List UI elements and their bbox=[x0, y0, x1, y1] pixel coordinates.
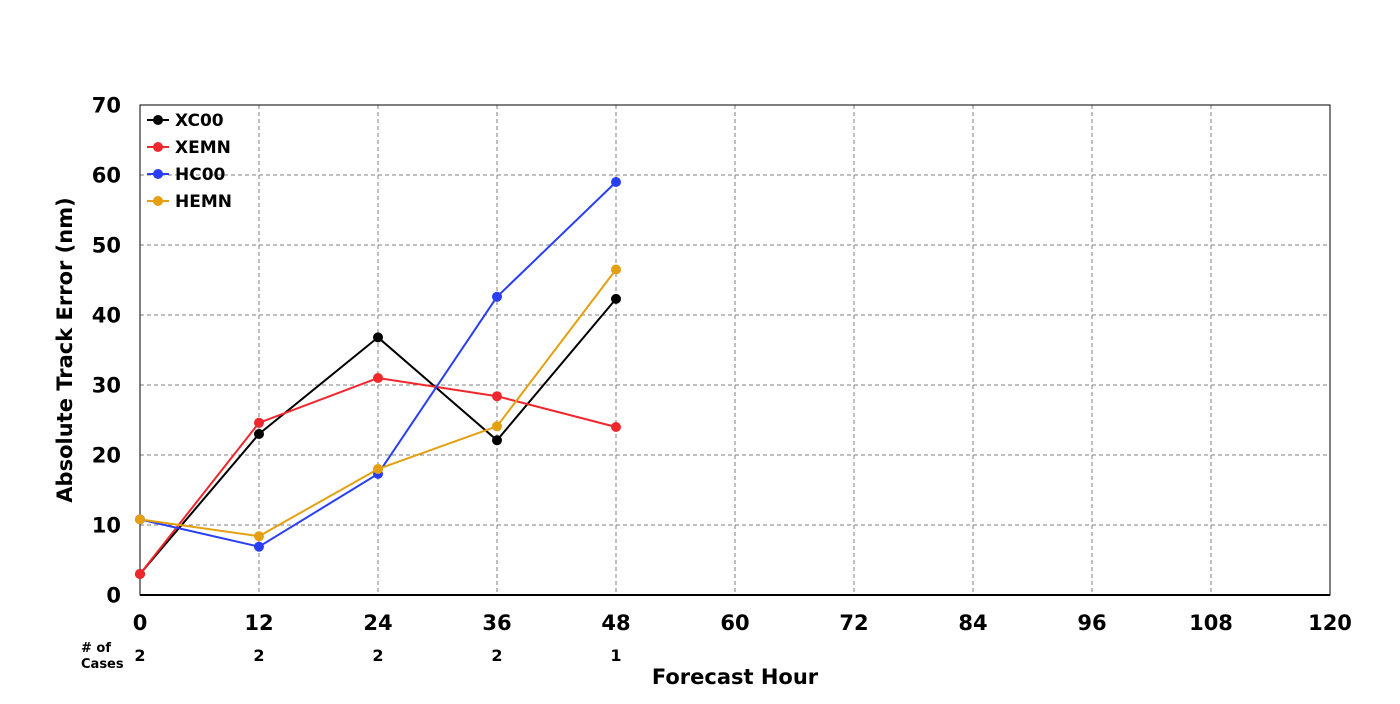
data-point-hemn bbox=[254, 531, 264, 542]
y-axis-title: Absolute Track Error (nm) bbox=[53, 197, 77, 502]
data-point-hemn bbox=[135, 514, 145, 525]
legend-swatch-marker bbox=[153, 115, 163, 125]
y-tick-label: 50 bbox=[92, 234, 121, 258]
x-tick-label: 0 bbox=[133, 611, 148, 635]
data-point-xemn bbox=[373, 373, 383, 383]
data-point-hc00 bbox=[492, 291, 502, 302]
series-hemn bbox=[135, 264, 621, 542]
y-tick-label: 60 bbox=[92, 164, 121, 188]
x-tick-label: 60 bbox=[720, 611, 749, 635]
x-tick-label: 72 bbox=[839, 611, 868, 635]
data-point-hemn bbox=[611, 264, 621, 275]
y-tick-label: 70 bbox=[92, 94, 121, 118]
data-point-hemn bbox=[492, 421, 502, 432]
cases-value: 1 bbox=[610, 646, 621, 665]
x-tick-label: 84 bbox=[958, 611, 987, 635]
y-tick-label: 10 bbox=[92, 514, 121, 538]
grid-layer bbox=[140, 105, 1330, 595]
cases-value: 2 bbox=[372, 646, 383, 665]
series-layer bbox=[135, 177, 621, 579]
series-xemn bbox=[135, 373, 621, 579]
legend-label: XEMN bbox=[175, 138, 231, 158]
x-tick-label: 108 bbox=[1189, 611, 1233, 635]
legend: XC00 XEMN HC00 HEMN bbox=[147, 111, 232, 212]
data-point-hc00 bbox=[611, 177, 621, 187]
legend-swatch-marker bbox=[153, 142, 163, 152]
legend-swatch-marker bbox=[153, 196, 163, 206]
data-point-xc00 bbox=[373, 332, 383, 343]
legend-entry-xemn: XEMN bbox=[147, 138, 231, 158]
tick-labels: 0 12 24 36 48 60 72 84 96 108 120 0 10 20 30 40 50 60 70 bbox=[92, 94, 1352, 636]
cases-value: 2 bbox=[134, 646, 145, 665]
x-tick-label: 12 bbox=[244, 611, 273, 635]
y-tick-label: 40 bbox=[92, 304, 121, 328]
data-point-xemn bbox=[254, 417, 264, 428]
data-point-hc00 bbox=[254, 541, 264, 552]
cases-label-line2: Cases bbox=[81, 657, 124, 672]
data-point-xc00 bbox=[611, 293, 621, 304]
y-tick-label: 20 bbox=[92, 444, 121, 468]
data-point-hemn bbox=[373, 464, 383, 474]
legend-label: HC00 bbox=[175, 165, 226, 185]
cases-value: 2 bbox=[253, 646, 264, 665]
cases-row: # of Cases 2 2 2 2 1 bbox=[81, 641, 622, 672]
data-point-xc00 bbox=[254, 429, 264, 439]
legend-entry-hemn: HEMN bbox=[147, 192, 232, 212]
x-tick-label: 96 bbox=[1077, 611, 1106, 635]
legend-entry-xc00: XC00 bbox=[147, 111, 224, 131]
legend-label: HEMN bbox=[175, 192, 232, 212]
x-axis-title: Forecast Hour bbox=[652, 665, 819, 689]
legend-entry-hc00: HC00 bbox=[147, 165, 226, 185]
legend-label: XC00 bbox=[175, 111, 224, 131]
x-tick-label: 24 bbox=[363, 611, 392, 635]
data-point-xemn bbox=[611, 422, 621, 432]
data-point-xc00 bbox=[492, 435, 502, 446]
y-tick-label: 30 bbox=[92, 374, 121, 398]
x-tick-label: 120 bbox=[1308, 611, 1352, 635]
x-tick-label: 36 bbox=[482, 611, 511, 635]
cases-label-line1: # of bbox=[81, 641, 111, 656]
legend-swatch-marker bbox=[153, 169, 163, 179]
y-tick-label: 0 bbox=[106, 584, 121, 608]
data-point-xemn bbox=[135, 569, 145, 579]
x-tick-label: 48 bbox=[601, 611, 630, 635]
cases-value: 2 bbox=[491, 646, 502, 665]
data-point-xemn bbox=[492, 391, 502, 402]
